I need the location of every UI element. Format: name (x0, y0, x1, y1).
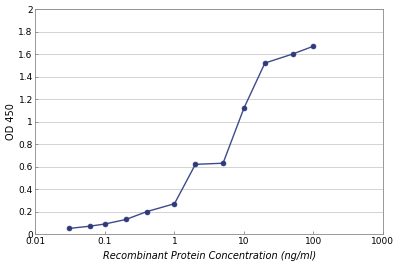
Y-axis label: OD 450: OD 450 (6, 103, 16, 140)
X-axis label: Recombinant Protein Concentration (ng/ml): Recombinant Protein Concentration (ng/ml… (103, 252, 316, 261)
